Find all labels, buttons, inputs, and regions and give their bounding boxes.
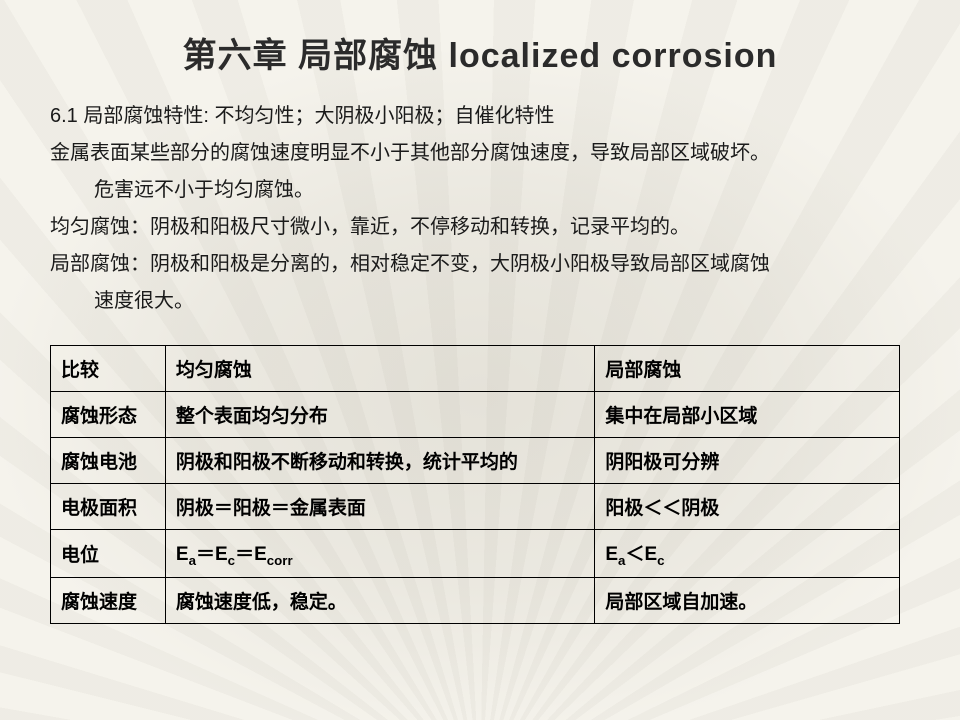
table-cell: 阴阳极可分辨 — [595, 438, 900, 484]
table-cell: 腐蚀速度 — [51, 577, 166, 623]
table-cell: 腐蚀形态 — [51, 392, 166, 438]
table-cell: 腐蚀电池 — [51, 438, 166, 484]
table-row: 电位 Ea＝Ec＝Ecorr Ea＜Ec — [51, 530, 900, 578]
table-cell: 局部区域自加速。 — [595, 577, 900, 623]
page-title: 第六章 局部腐蚀 localized corrosion — [50, 28, 910, 77]
comparison-table: 比较 均匀腐蚀 局部腐蚀 腐蚀形态 整个表面均匀分布 集中在局部小区域 腐蚀电池… — [50, 345, 900, 624]
table-cell: 整个表面均匀分布 — [165, 392, 594, 438]
table-row: 腐蚀形态 整个表面均匀分布 集中在局部小区域 — [51, 392, 900, 438]
table-cell: 腐蚀速度低，稳定。 — [165, 577, 594, 623]
para-desc-1b: 危害远不小于均匀腐蚀。 — [50, 173, 910, 208]
table-cell: 均匀腐蚀 — [165, 346, 594, 392]
para-desc-1: 金属表面某些部分的腐蚀速度明显不小于其他部分腐蚀速度，导致局部区域破坏。 — [50, 136, 910, 171]
table-cell: 电极面积 — [51, 484, 166, 530]
table-cell: 阴极和阳极不断移动和转换，统计平均的 — [165, 438, 594, 484]
body-text: 6.1 局部腐蚀特性: 不均匀性；大阴极小阳极；自催化特性 金属表面某些部分的腐… — [50, 99, 910, 319]
para-local-b: 速度很大。 — [50, 284, 910, 319]
table-cell: 电位 — [51, 530, 166, 578]
para-6-1: 6.1 局部腐蚀特性: 不均匀性；大阴极小阳极；自催化特性 — [50, 99, 910, 134]
para-local: 局部腐蚀：阴极和阳极是分离的，相对稳定不变，大阴极小阳极导致局部区域腐蚀 — [50, 247, 910, 282]
table-cell: 集中在局部小区域 — [595, 392, 900, 438]
slide: 第六章 局部腐蚀 localized corrosion 6.1 局部腐蚀特性:… — [0, 0, 960, 720]
table-cell-potential-uniform: Ea＝Ec＝Ecorr — [165, 530, 594, 578]
table-cell: 阳极＜＜阴极 — [595, 484, 900, 530]
table-cell: 比较 — [51, 346, 166, 392]
table-row: 电极面积 阴极＝阳极＝金属表面 阳极＜＜阴极 — [51, 484, 900, 530]
table-cell: 阴极＝阳极＝金属表面 — [165, 484, 594, 530]
table-row: 腐蚀电池 阴极和阳极不断移动和转换，统计平均的 阴阳极可分辨 — [51, 438, 900, 484]
table-row: 腐蚀速度 腐蚀速度低，稳定。 局部区域自加速。 — [51, 577, 900, 623]
table-cell-potential-local: Ea＜Ec — [595, 530, 900, 578]
table-row: 比较 均匀腐蚀 局部腐蚀 — [51, 346, 900, 392]
para-uniform: 均匀腐蚀：阴极和阳极尺寸微小，靠近，不停移动和转换，记录平均的。 — [50, 210, 910, 245]
table-cell: 局部腐蚀 — [595, 346, 900, 392]
